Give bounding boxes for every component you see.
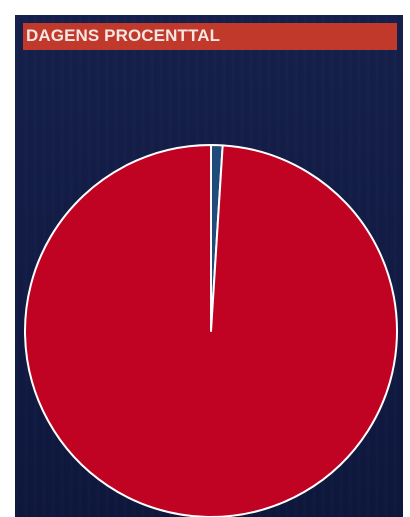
pie-chart bbox=[24, 144, 398, 517]
title-bar: DAGENS PROCENTTAL bbox=[23, 23, 397, 50]
chart-title: DAGENS PROCENTTAL bbox=[26, 26, 221, 45]
pie-slice-1 bbox=[24, 144, 398, 517]
chart-panel: DAGENS PROCENTTAL bbox=[15, 15, 403, 517]
